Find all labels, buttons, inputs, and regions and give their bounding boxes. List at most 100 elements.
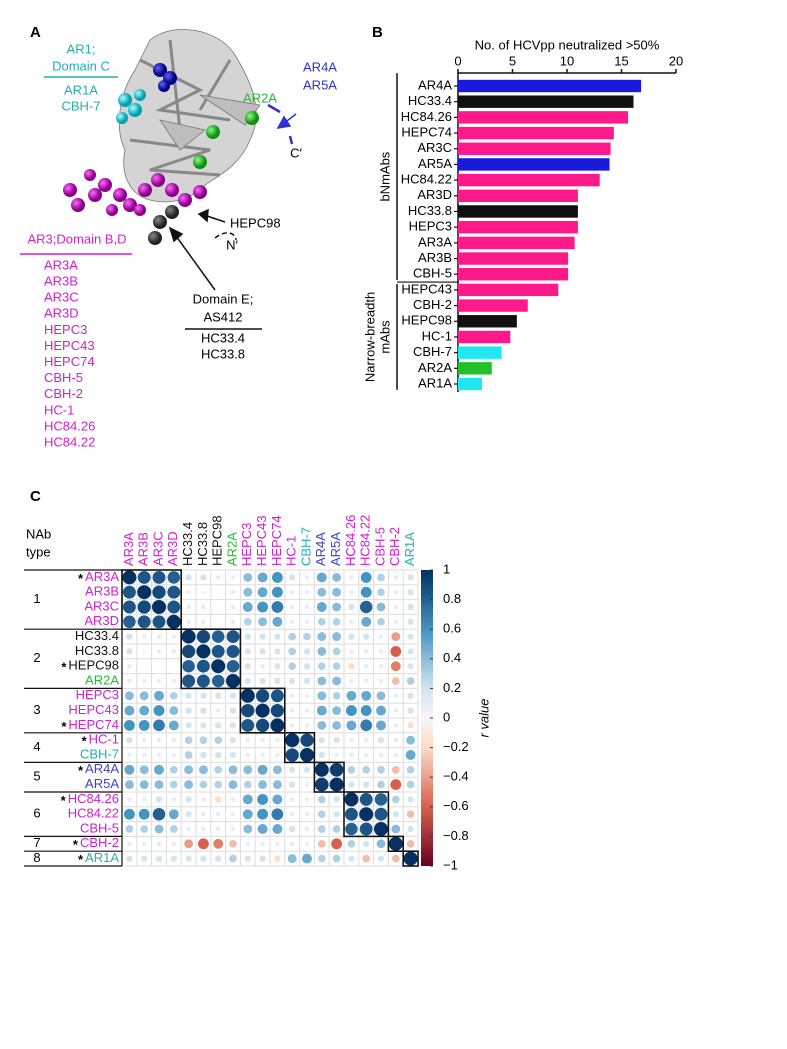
correlation-dot (317, 854, 326, 863)
correlation-dot (214, 765, 223, 774)
correlation-dot (137, 600, 151, 614)
correlation-dot (229, 751, 237, 759)
correlation-dot (154, 764, 164, 775)
correlation-dot (181, 629, 196, 644)
correlation-dot (141, 634, 147, 639)
group-number: 1 (33, 591, 40, 606)
correlation-dot (244, 648, 251, 655)
colorbar-tick-label: −0.2 (443, 739, 469, 754)
annotation: AR3C (44, 290, 79, 305)
row-label: HEPC98 (68, 658, 119, 673)
correlation-dot (155, 855, 163, 862)
row-star: * (61, 793, 67, 808)
column-label: AR3A (121, 532, 136, 566)
correlation-dot (181, 644, 196, 659)
correlation-dot (363, 840, 370, 847)
row-label: AR4A (85, 761, 119, 776)
correlation-dot (349, 752, 354, 758)
correlation-dot (391, 854, 400, 863)
correlation-dot (186, 826, 191, 832)
correlation-dot (333, 811, 340, 818)
correlation-dot (126, 633, 133, 640)
row-label: HEPC74 (68, 717, 119, 732)
correlation-dot (271, 808, 284, 821)
correlation-dot (214, 736, 223, 745)
correlation-dot (393, 737, 399, 743)
row-star: * (61, 719, 67, 734)
correlation-dot (304, 575, 310, 580)
correlation-dot (272, 765, 282, 775)
panel-label: C (30, 488, 41, 505)
correlation-dot (406, 780, 415, 789)
column-label: HC84.26 (343, 515, 358, 566)
correlation-dot (360, 705, 372, 717)
correlation-dot (153, 705, 165, 717)
correlation-dot (257, 793, 269, 805)
correlation-dot (272, 616, 283, 627)
correlation-dot (318, 751, 325, 759)
correlation-dot (348, 663, 355, 670)
correlation-dot (124, 764, 135, 775)
correlation-dot (332, 706, 342, 716)
correlation-dot (363, 752, 369, 758)
correlation-dot (405, 750, 416, 760)
row-label: AR2A (85, 672, 119, 687)
annotation: AR1A (64, 82, 98, 97)
group-number: 3 (33, 702, 40, 717)
column-label: AR3C (150, 531, 165, 566)
bar (458, 283, 559, 297)
correlation-dot (185, 707, 192, 714)
correlation-dot (243, 780, 252, 789)
annotation: AR3;Domain B,D (28, 231, 127, 246)
bar (458, 79, 642, 93)
annotation: AR3A (44, 257, 78, 272)
correlation-dot (123, 615, 136, 629)
bar (458, 299, 528, 312)
correlation-dot (348, 855, 355, 862)
correlation-dot (289, 825, 296, 833)
annotation: AR3D (44, 306, 79, 321)
correlation-dot (407, 618, 414, 625)
block-outline (180, 628, 242, 690)
correlation-dot (257, 808, 269, 820)
y-tick-label: CBH-5 (413, 266, 452, 281)
correlation-dot (378, 752, 384, 758)
correlation-dot (304, 841, 310, 847)
annotation: Domain E; (193, 291, 254, 306)
y-tick-label: CBH-2 (413, 297, 452, 312)
colorbar-tick-label: −0.4 (443, 769, 469, 784)
correlation-dot (303, 663, 311, 670)
correlation-dot (260, 841, 265, 847)
bar (458, 111, 629, 124)
correlation-dot (376, 691, 386, 701)
correlation-dot (226, 659, 240, 673)
correlation-dot (123, 719, 135, 731)
correlation-dot (230, 797, 236, 802)
row-label: HC33.8 (75, 643, 119, 658)
correlation-dot (259, 633, 266, 640)
correlation-dot (185, 574, 192, 581)
column-header: NAb (26, 526, 51, 541)
correlation-dot (137, 585, 152, 600)
correlation-dot (274, 648, 281, 655)
y-tick-label: AR3D (417, 187, 452, 202)
correlation-dot (142, 649, 146, 653)
correlation-dot (229, 854, 237, 863)
correlation-dot (317, 632, 327, 642)
y-tick-label: HEPC74 (401, 124, 452, 139)
correlation-dot (391, 677, 400, 685)
correlation-dot (126, 737, 133, 744)
correlation-dot (407, 796, 414, 803)
correlation-dot (200, 574, 207, 581)
correlation-dot (274, 633, 281, 640)
correlation-dot (169, 691, 178, 700)
correlation-dot (300, 733, 314, 747)
bar (458, 189, 578, 202)
correlation-dot (332, 676, 342, 686)
correlation-dot (334, 752, 339, 758)
colorbar-tick-label: 0.4 (443, 650, 461, 665)
correlation-dot (346, 690, 357, 701)
correlation-dot (258, 780, 268, 790)
column-label: HEPC3 (239, 523, 254, 566)
row-label: CBH-5 (80, 820, 119, 835)
